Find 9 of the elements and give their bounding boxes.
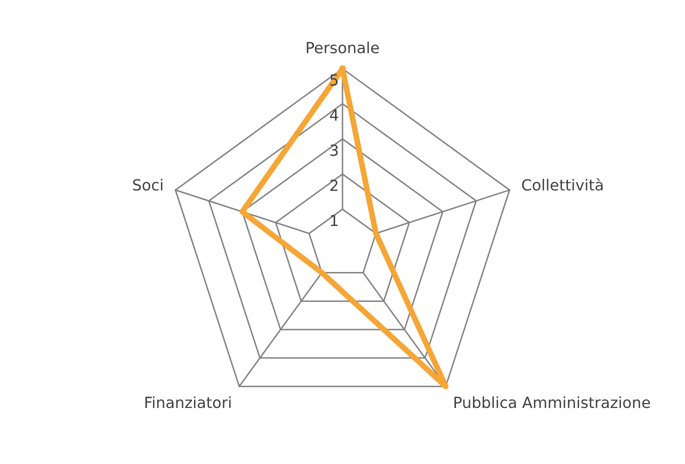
y-tick-label: 3 <box>330 144 338 156</box>
spoke-label: Personale <box>306 42 379 54</box>
y-tick-label: 1 <box>330 214 338 226</box>
spoke-label: Collettività <box>522 178 603 191</box>
spoke-label: Finanziatori <box>145 396 231 408</box>
y-tick-label: 2 <box>330 180 338 191</box>
y-tick-label: 4 <box>330 110 338 121</box>
spoke-label: Soci <box>133 178 162 191</box>
spoke-label: Pubblica Amministrazione <box>454 396 650 408</box>
